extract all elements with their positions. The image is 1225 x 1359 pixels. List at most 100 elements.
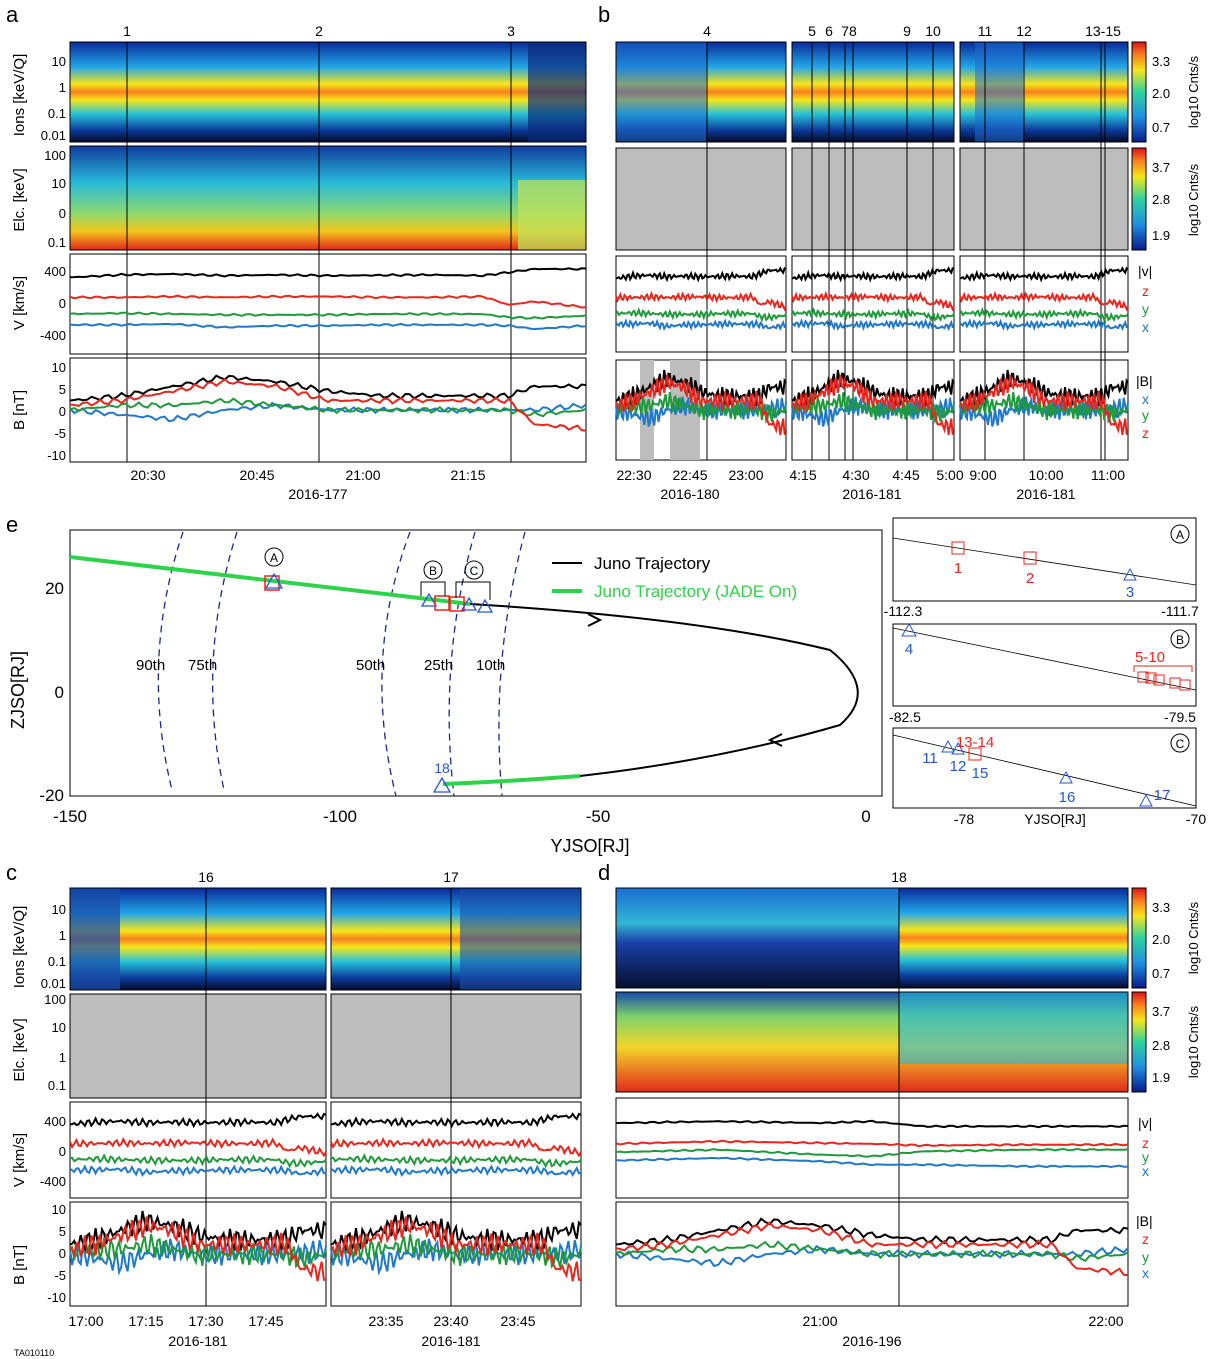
a-mag-tick: 0 [59, 404, 66, 419]
series-line-z [69, 1216, 327, 1282]
b-time-tick: 9:00 [969, 467, 996, 483]
e-ytick: -20 [39, 786, 64, 805]
b-event-label: 11 [978, 23, 993, 39]
panel-a: Ions [keV/Q] Elc. [keV] V [km/s] B [nT] … [11, 23, 587, 502]
inset-c-region: C [1176, 737, 1185, 751]
d-vel-frame [615, 1097, 1129, 1199]
c-vel-tick: 0 [59, 1144, 66, 1159]
inset-a-region: A [1176, 528, 1184, 542]
ion-colorbar-label: log10 Cnts/s [1186, 55, 1201, 128]
inset-b-label: 4 [905, 641, 913, 658]
c-date-label: 2016-181 [168, 1333, 227, 1349]
series-line-x [959, 318, 1129, 332]
c-time-tick: 17:15 [128, 1313, 163, 1329]
series-line-magBmag [69, 1210, 327, 1252]
series-line-z [615, 374, 787, 436]
d-mag-legend: y [1142, 1249, 1149, 1265]
inset-c-label: 11 [922, 750, 938, 767]
series-line-y [330, 1153, 582, 1169]
series-line-magvmag [330, 1112, 582, 1129]
region-label-C: C [470, 564, 479, 578]
b-mag-legend: |B| [1136, 373, 1153, 389]
c-vel-tick: -400 [40, 1174, 66, 1189]
percentile-label: 90th [136, 657, 165, 674]
percentile-label: 10th [476, 657, 505, 674]
arrow-up [587, 613, 603, 627]
inset-b-xtick: -82.5 [889, 709, 921, 725]
series-line-z [69, 294, 587, 309]
d-elc-colorbar-tick: 1.9 [1152, 1070, 1170, 1085]
trajectory-green-lower [442, 774, 581, 786]
b-event-label: 13-15 [1085, 23, 1121, 39]
d-elc-colorbar [1131, 991, 1147, 1093]
d-time-tick: 21:00 [802, 1313, 837, 1329]
b-time-tick: 22:30 [616, 467, 651, 483]
c-mag-tick: -5 [54, 1268, 66, 1283]
marker-blue-A [264, 572, 284, 589]
series-line-z [615, 1139, 1129, 1148]
series-line-magBmag [69, 374, 587, 402]
panel-letter-d: d [598, 860, 610, 885]
a-elc-tick: 10 [52, 176, 66, 191]
a-time-tick: 21:00 [345, 467, 380, 483]
ions-axis-label: Ions [keV/Q] [11, 54, 28, 137]
panel-d: 18 3.3 2.0 0.7 log10 Cnts/s 3.7 2.8 1.9 … [615, 869, 1201, 1349]
d-mag-legend: |B| [1136, 1213, 1153, 1229]
percentile-arc-50 [381, 531, 411, 797]
b-event-label: 12 [1016, 23, 1032, 39]
percentile-arc-25 [448, 531, 476, 797]
d-elc-colorbar-label: log10 Cnts/s [1186, 1005, 1201, 1078]
b-date-label: 2016-180 [660, 486, 719, 502]
d-ion-colorbar-tick: 0.7 [1152, 966, 1170, 981]
d-event-label: 18 [891, 869, 907, 885]
series-line-z [791, 290, 955, 312]
a-vel-tick: -400 [40, 328, 66, 343]
e-xlabel: YJSO[RJ] [550, 836, 629, 856]
inset-c-label: 15 [972, 765, 989, 782]
a-time-tick: 20:30 [130, 467, 165, 483]
inset-c [892, 727, 1197, 809]
inset-a-label: 2 [1026, 570, 1034, 587]
b1-elc-gray [615, 147, 787, 251]
b2-elc-gray [791, 147, 955, 251]
vel-axis-label: V [km/s] [11, 276, 28, 330]
d-vel-legend: y [1142, 1149, 1149, 1165]
b-time-tick: 4:30 [842, 467, 869, 483]
series-line-y [615, 306, 787, 323]
series-line-x [791, 318, 955, 332]
panel-letter-a: a [6, 2, 19, 27]
inset-a-xtick: -112.3 [884, 603, 923, 619]
c2-ion-dark-end [460, 888, 581, 990]
d-time-tick: 22:00 [1088, 1313, 1123, 1329]
ion-colorbar-tick: 2.0 [1152, 86, 1170, 101]
marker-blue-C [460, 596, 478, 611]
c-date-label: 2016-181 [421, 1333, 480, 1349]
region-label-B: B [429, 564, 437, 578]
marker-blue-B [420, 592, 438, 607]
b-vel-legend: z [1142, 283, 1149, 299]
a-vel-tick: 400 [44, 264, 66, 279]
e-xtick: -50 [586, 807, 611, 826]
d-ion-colorbar-label: log10 Cnts/s [1186, 901, 1201, 974]
ion-colorbar [1131, 41, 1147, 143]
d-elc-colorbar-tick: 2.8 [1152, 1038, 1170, 1053]
series-line-z [615, 1221, 1129, 1277]
c-vel-axis-label: V [km/s] [11, 1133, 28, 1187]
series-line-magvmag [791, 266, 955, 283]
series-line-y [615, 1240, 1129, 1263]
c-mag-axis-label: B [nT] [11, 1245, 28, 1285]
a-event-label: 3 [507, 23, 515, 39]
panel-b: 4 5 6 78 9 10 11 12 13-15 3.3 2.0 0.7 lo… [615, 23, 1201, 502]
series-line-z [615, 290, 787, 312]
series-line-x [330, 1164, 582, 1178]
elc-colorbar-label: log10 Cnts/s [1186, 163, 1201, 236]
series-line-magvmag [615, 1119, 1129, 1129]
e-ytick: 0 [55, 683, 64, 702]
c1-elc-gray [69, 993, 327, 1099]
c-vel-tick: 400 [44, 1114, 66, 1129]
elc-axis-label: Elc. [keV] [11, 168, 28, 231]
series-line-magBmag [959, 369, 1129, 407]
marker-red-B [434, 595, 450, 611]
d-vel-legend: x [1142, 1163, 1149, 1179]
b-time-tick: 23:00 [728, 467, 763, 483]
